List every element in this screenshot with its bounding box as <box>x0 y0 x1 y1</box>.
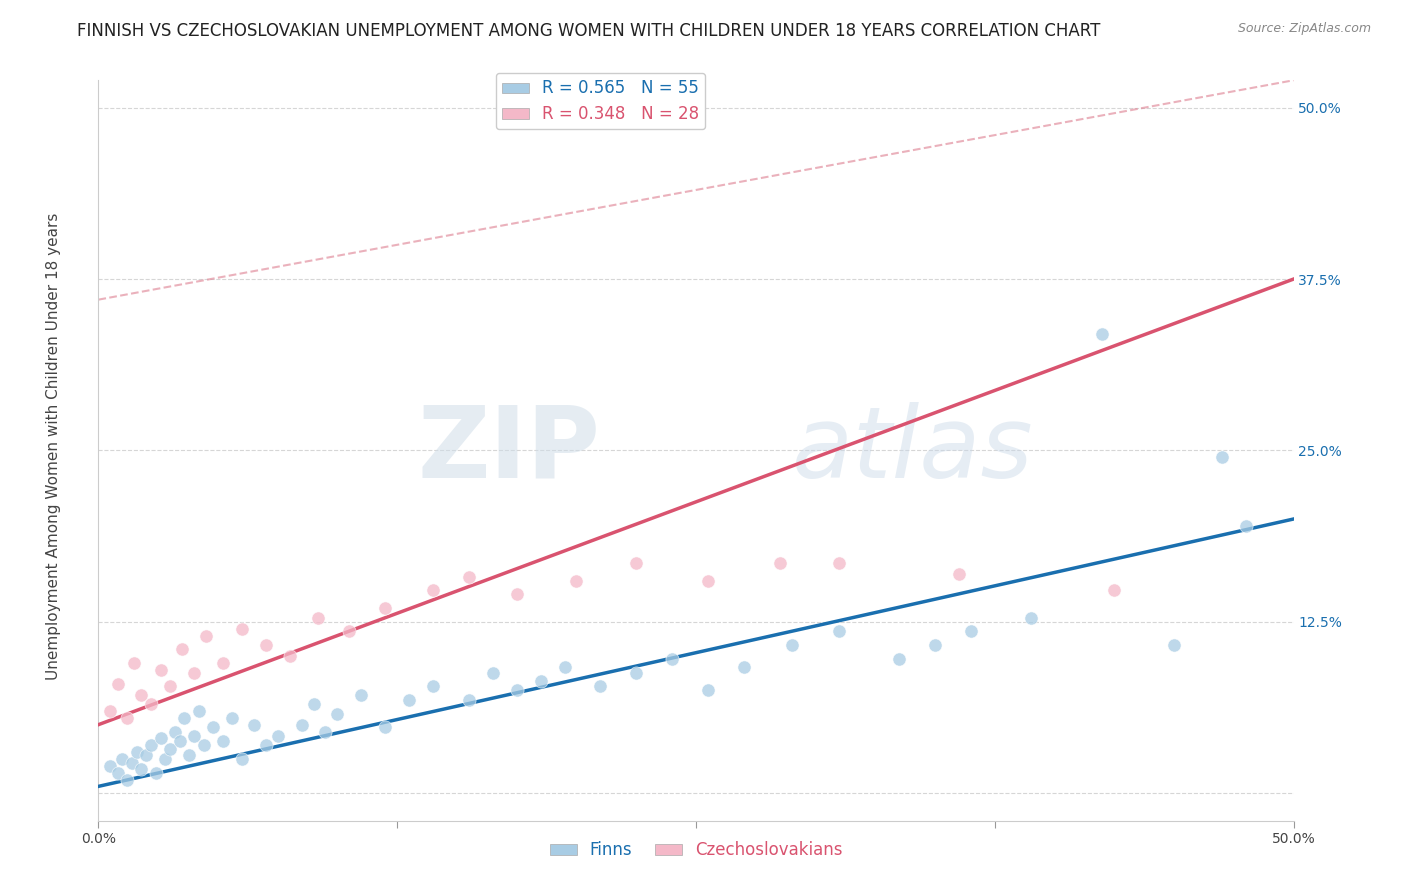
Point <box>98 759 122 773</box>
Point <box>183 665 205 680</box>
Point <box>193 738 215 752</box>
Point <box>1211 450 1233 465</box>
Point <box>179 747 201 762</box>
Point <box>339 624 361 639</box>
Point <box>159 679 181 693</box>
Point <box>267 729 290 743</box>
Point <box>315 724 337 739</box>
Point <box>307 611 329 625</box>
Text: Unemployment Among Women with Children Under 18 years: Unemployment Among Women with Children U… <box>46 212 60 680</box>
Point <box>155 752 177 766</box>
Point <box>697 683 720 698</box>
Point <box>565 574 588 588</box>
Point <box>121 756 143 770</box>
Point <box>1104 583 1126 598</box>
Point <box>183 729 205 743</box>
Point <box>139 738 162 752</box>
Point <box>169 734 191 748</box>
Point <box>107 765 129 780</box>
Point <box>530 673 553 688</box>
Point <box>589 679 612 693</box>
Point <box>131 762 153 776</box>
Point <box>145 765 167 780</box>
Text: FINNISH VS CZECHOSLOVAKIAN UNEMPLOYMENT AMONG WOMEN WITH CHILDREN UNDER 18 YEARS: FINNISH VS CZECHOSLOVAKIAN UNEMPLOYMENT … <box>77 22 1101 40</box>
Point <box>254 638 277 652</box>
Point <box>1234 519 1257 533</box>
Text: ZIP: ZIP <box>418 402 600 499</box>
Point <box>149 731 172 746</box>
Point <box>172 642 194 657</box>
Point <box>202 720 225 734</box>
Legend: Finns, Czechoslovakians: Finns, Czechoslovakians <box>544 835 848 865</box>
Point <box>626 665 648 680</box>
Point <box>131 688 153 702</box>
Point <box>374 720 396 734</box>
Point <box>374 601 396 615</box>
Point <box>135 747 157 762</box>
Point <box>115 711 138 725</box>
Point <box>254 738 277 752</box>
Point <box>111 752 134 766</box>
Point <box>243 717 266 731</box>
Point <box>326 706 349 721</box>
Point <box>948 566 970 581</box>
Point <box>889 652 911 666</box>
Point <box>139 697 162 711</box>
Point <box>291 717 314 731</box>
Point <box>125 745 148 759</box>
Point <box>231 752 253 766</box>
Point <box>173 711 195 725</box>
Point <box>828 556 851 570</box>
Point <box>350 688 373 702</box>
Point <box>506 587 529 601</box>
Point <box>159 742 181 756</box>
Point <box>124 656 146 670</box>
Point <box>481 665 505 680</box>
Point <box>697 574 720 588</box>
Point <box>115 772 138 787</box>
Point <box>661 652 683 666</box>
Point <box>302 697 325 711</box>
Point <box>231 622 253 636</box>
Point <box>506 683 529 698</box>
Point <box>221 711 243 725</box>
Point <box>960 624 983 639</box>
Point <box>422 583 444 598</box>
Point <box>211 656 233 670</box>
Point <box>149 663 172 677</box>
Text: Source: ZipAtlas.com: Source: ZipAtlas.com <box>1237 22 1371 36</box>
Point <box>195 628 218 642</box>
Point <box>554 660 576 674</box>
Point <box>278 649 301 664</box>
Point <box>458 693 481 707</box>
Point <box>1163 638 1185 652</box>
Text: atlas: atlas <box>792 402 1033 499</box>
Point <box>211 734 233 748</box>
Point <box>422 679 444 693</box>
Point <box>626 556 648 570</box>
Point <box>163 724 186 739</box>
Point <box>780 638 803 652</box>
Point <box>733 660 755 674</box>
Point <box>107 676 129 690</box>
Point <box>187 704 209 718</box>
Point <box>1091 326 1114 341</box>
Point <box>458 569 481 583</box>
Point <box>924 638 946 652</box>
Point <box>768 556 790 570</box>
Point <box>98 704 122 718</box>
Point <box>398 693 420 707</box>
Point <box>828 624 851 639</box>
Point <box>1019 611 1042 625</box>
